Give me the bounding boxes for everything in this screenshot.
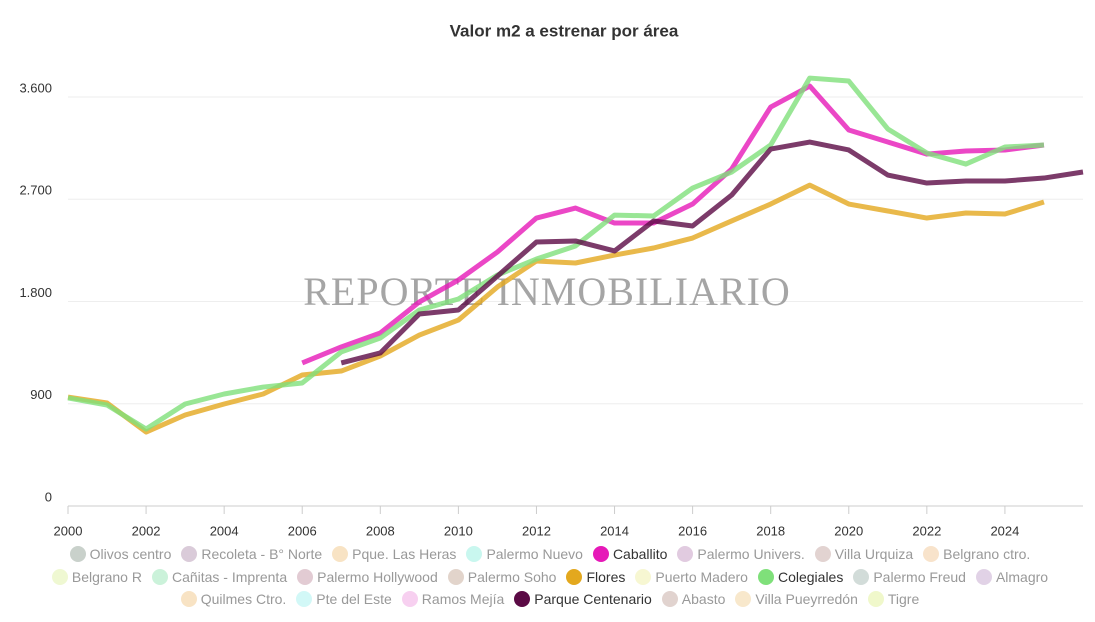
x-tick-label: 2014 [600,523,629,538]
y-tick-label: 2.700 [19,183,52,198]
legend-marker [867,591,884,608]
legend-item[interactable]: Quilmes Ctro. [180,588,287,611]
legend-marker [51,568,68,585]
legend-marker [69,546,86,563]
x-tick-label: 2020 [834,523,863,538]
x-tick-label: 2008 [366,523,395,538]
legend-label: Palermo Nuevo [486,546,583,562]
legend-item[interactable]: Villa Pueyrredón [735,588,858,611]
legend-marker [923,546,940,563]
legend-item[interactable]: Colegiales [757,566,844,589]
legend-marker [635,568,652,585]
legend-label: Villa Urquiza [834,546,914,562]
legend-label: Abasto [681,591,726,607]
legend-item[interactable]: Tigre [867,588,920,611]
y-tick-label: 1.800 [19,285,52,300]
legend-label: Quilmes Ctro. [200,591,287,607]
legend: Olivos centro Recoleta - B° Norte Pque. La… [20,543,1080,611]
legend-marker [514,591,531,608]
legend-marker [181,546,198,563]
legend-label: Colegiales [777,568,844,585]
x-tick-label: 2006 [288,523,317,538]
legend-label: Ramos Mejía [421,591,505,607]
legend-marker [592,546,609,563]
x-tick-label: 2018 [756,523,785,538]
legend-label: Palermo Univers. [697,546,805,562]
x-tick-label: 2024 [990,523,1019,538]
legend-label: Almagro [995,568,1049,585]
legend-marker [814,546,831,563]
x-tick-label: 2002 [132,523,161,538]
x-tick-label: 2004 [210,523,239,538]
series-line [67,182,1045,435]
legend-label: Belgrano ctro. [943,546,1031,562]
legend-marker [677,546,694,563]
x-tick-label: 2000 [54,523,83,538]
legend-label: Caballito [612,546,668,562]
legend-item[interactable]: Flores [566,566,625,589]
legend-item[interactable]: Belgrano ctro. [923,543,1030,566]
legend-marker [296,591,313,608]
legend-marker [151,568,168,585]
legend-marker [332,546,349,563]
legend-label: Recoleta - B° Norte [201,546,323,562]
y-tick-label: 0 [45,489,52,504]
legend-item[interactable]: Recoleta - B° Norte [181,543,322,566]
legend-item[interactable]: Puerto Madero [635,566,748,589]
chart-title: Valor m2 a estrenar por área [450,21,679,40]
legend-label: Pque. Las Heras [352,546,457,562]
legend-label: Belgrano R [71,568,142,585]
legend-item[interactable]: Pte del Este [296,588,392,611]
series-line [340,139,1084,366]
legend-item[interactable]: Abasto [661,588,726,611]
legend-label: Parque Centenario [534,591,652,607]
legend-item[interactable]: Cañitas - Imprenta [151,566,288,589]
legend-item[interactable]: Belgrano R [51,566,142,589]
legend-marker [566,568,583,585]
legend-marker [735,591,752,608]
watermark: REPORTE INMOBILIARIO [303,269,791,314]
legend-marker [975,568,992,585]
legend-item[interactable]: Palermo Soho [447,566,557,589]
series-line [301,83,1045,366]
legend-item[interactable]: Parque Centenario [514,588,652,611]
legend-marker [401,591,418,608]
legend-item[interactable]: Caballito [592,543,668,566]
series-line [67,75,1045,432]
legend-marker [297,568,314,585]
legend-label: Palermo Freud [873,568,966,585]
legend-item[interactable]: Olivos centro [69,543,172,566]
legend-item[interactable]: Almagro [975,566,1049,589]
legend-marker [661,591,678,608]
legend-item[interactable]: Palermo Nuevo [466,543,583,566]
legend-label: Flores [586,568,626,585]
legend-item[interactable]: Pque. Las Heras [332,543,456,566]
legend-item[interactable]: Palermo Hollywood [297,566,438,589]
legend-label: Villa Pueyrredón [755,591,858,607]
legend-label: Olivos centro [89,546,172,562]
legend-marker [466,546,483,563]
legend-marker [180,591,197,608]
legend-label: Pte del Este [316,591,392,607]
legend-marker [447,568,464,585]
legend-label: Palermo Soho [467,568,557,585]
legend-item[interactable]: Villa Urquiza [814,543,914,566]
x-tick-label: 2022 [912,523,941,538]
y-tick-label: 3.600 [19,80,52,95]
legend-marker [757,568,774,585]
x-tick-label: 2012 [522,523,551,538]
legend-marker [853,568,870,585]
legend-item[interactable]: Ramos Mejía [401,588,505,611]
chart: Valor m2 a estrenar por área REPORTE INM… [19,21,1084,538]
legend-label: Tigre [887,591,920,607]
legend-item[interactable]: Palermo Freud [853,566,966,589]
legend-item[interactable]: Palermo Univers. [677,543,805,566]
legend-label: Puerto Madero [655,568,748,585]
x-tick-label: 2016 [678,523,707,538]
x-tick-label: 2010 [444,523,473,538]
legend-label: Palermo Hollywood [317,568,438,585]
y-tick-label: 900 [30,387,52,402]
legend-label: Cañitas - Imprenta [171,568,288,585]
